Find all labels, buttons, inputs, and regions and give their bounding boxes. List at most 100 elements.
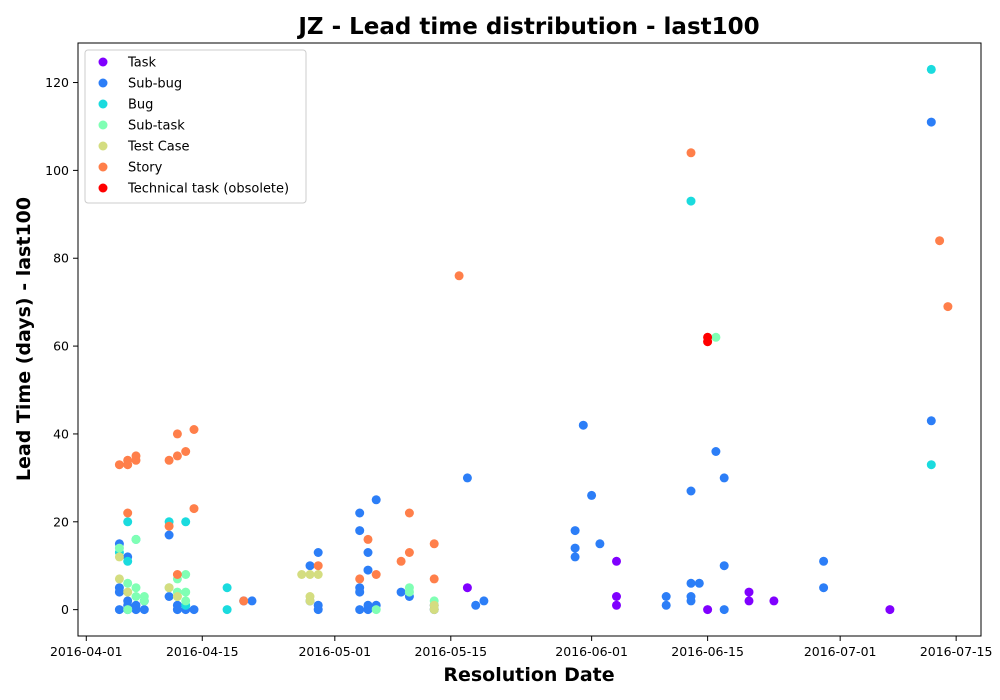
data-point — [396, 587, 406, 597]
data-point — [595, 539, 605, 549]
data-point — [396, 556, 406, 566]
data-point — [479, 596, 489, 606]
legend-label: Sub-bug — [128, 77, 182, 92]
data-point — [587, 490, 597, 500]
data-point — [926, 64, 936, 74]
series-3 — [114, 332, 721, 615]
y-axis: 0 20 40 60 80 100 120 — [45, 75, 78, 617]
data-point — [172, 570, 182, 579]
chart-title: JZ - Lead time distribution - last100 — [296, 14, 759, 40]
data-point — [719, 605, 729, 615]
y-tick-label: 40 — [53, 426, 69, 441]
data-point — [363, 548, 373, 557]
data-point — [164, 530, 174, 540]
data-point — [612, 600, 621, 610]
y-tick-label: 0 — [61, 602, 69, 617]
legend-label: Task — [127, 56, 157, 71]
data-point — [686, 148, 696, 158]
data-point — [114, 605, 124, 615]
data-point — [719, 473, 729, 483]
data-point — [222, 583, 232, 593]
data-point — [123, 587, 133, 597]
data-point — [114, 587, 124, 597]
data-point — [926, 460, 936, 470]
legend: Task Sub-bug Bug Sub-task Test Case Story Tech… — [84, 49, 307, 204]
x-axis: 2016-04-01 2016-04-15 2016-05-01 2016-05-15… — [50, 636, 992, 659]
data-point — [355, 526, 365, 536]
data-point — [313, 570, 323, 579]
data-point — [181, 447, 191, 456]
data-point — [404, 508, 414, 518]
data-point — [371, 495, 381, 505]
legend-label: Test Case — [127, 140, 190, 155]
y-tick-label: 100 — [45, 163, 69, 178]
data-point — [139, 596, 149, 606]
data-point — [404, 548, 414, 557]
x-tick-label: 2016-04-01 — [50, 644, 123, 659]
legend-label: Technical task (obsolete) — [127, 182, 289, 197]
x-tick-label: 2016-06-01 — [555, 644, 628, 659]
data-point — [355, 605, 365, 615]
data-point — [686, 486, 696, 496]
data-point — [429, 605, 439, 615]
data-point — [661, 600, 671, 610]
legend-marker — [98, 78, 108, 88]
data-point — [711, 447, 721, 456]
data-point — [123, 455, 133, 465]
data-point — [686, 196, 696, 206]
data-point — [943, 302, 953, 312]
data-point — [181, 596, 191, 606]
data-point — [313, 548, 323, 557]
data-point — [131, 583, 141, 593]
data-point — [164, 521, 174, 531]
data-point — [131, 451, 141, 461]
legend-label: Sub-task — [128, 119, 185, 134]
data-point — [239, 596, 249, 606]
legend-box — [84, 49, 307, 204]
legend-label: Bug — [128, 98, 153, 113]
data-point — [570, 543, 580, 553]
data-point — [114, 574, 124, 584]
data-point — [570, 552, 580, 562]
data-point — [686, 596, 696, 606]
data-point — [313, 605, 323, 615]
data-point — [454, 271, 464, 281]
data-point — [164, 592, 174, 601]
data-point — [703, 337, 713, 347]
data-point — [305, 596, 315, 606]
data-point — [355, 574, 365, 584]
data-point — [694, 578, 704, 588]
data-point — [429, 574, 439, 584]
data-point — [247, 596, 257, 606]
data-point — [744, 596, 754, 606]
data-point — [612, 556, 621, 566]
series-5 — [114, 148, 953, 606]
data-point — [819, 583, 829, 593]
y-tick-label: 120 — [45, 75, 69, 90]
data-point — [719, 561, 729, 571]
data-point — [305, 570, 315, 579]
data-point — [935, 236, 945, 246]
data-point — [462, 473, 472, 483]
y-tick-label: 80 — [53, 251, 69, 266]
data-point — [114, 460, 124, 470]
data-point — [139, 605, 149, 615]
legend-marker — [98, 162, 108, 172]
y-tick-label: 20 — [53, 514, 69, 529]
data-point — [172, 451, 182, 461]
points-layer — [114, 64, 953, 615]
data-point — [181, 587, 191, 597]
data-point — [429, 539, 439, 549]
data-point — [123, 508, 133, 518]
data-point — [371, 570, 381, 579]
data-point — [172, 592, 182, 601]
data-point — [114, 543, 124, 553]
data-point — [123, 517, 133, 527]
data-point — [819, 556, 829, 566]
data-point — [189, 425, 199, 434]
data-point — [570, 526, 580, 536]
data-point — [164, 583, 174, 593]
x-tick-label: 2016-05-15 — [414, 644, 487, 659]
data-point — [703, 605, 713, 615]
